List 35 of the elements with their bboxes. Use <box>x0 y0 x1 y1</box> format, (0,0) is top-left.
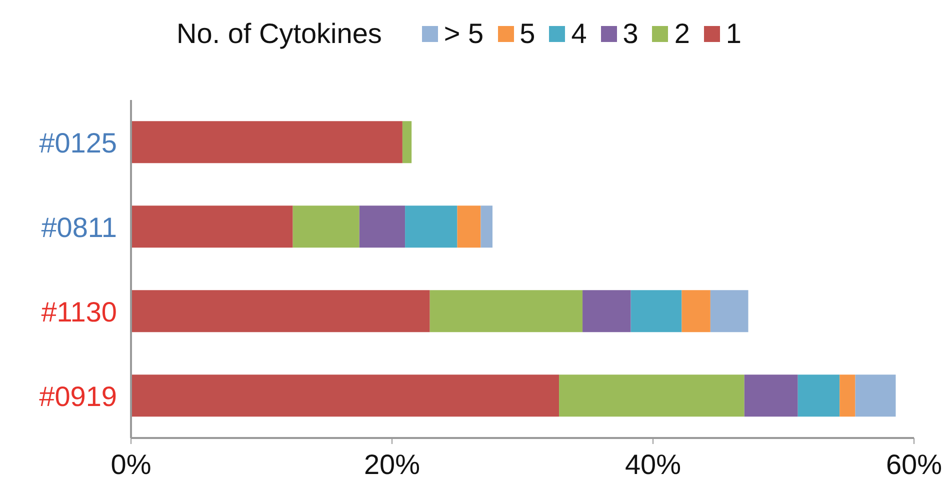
legend-label: 3 <box>622 18 638 50</box>
legend-label: > 5 <box>444 18 484 50</box>
legend-title: No. of Cytokines <box>176 18 382 50</box>
bar <box>840 374 856 417</box>
x-tick-label: 40% <box>624 448 682 480</box>
bar <box>457 206 481 248</box>
bar <box>480 206 492 248</box>
y-tick-label: #0811 <box>41 212 117 243</box>
bar <box>430 290 583 332</box>
bar <box>582 290 631 332</box>
bar <box>405 206 458 248</box>
x-tick-label: 0% <box>110 448 152 480</box>
bar <box>798 374 840 417</box>
bar <box>402 121 412 164</box>
bar <box>855 374 896 417</box>
y-tick-label: #1130 <box>41 296 117 328</box>
bar <box>131 374 560 417</box>
legend-label: 4 <box>571 18 587 50</box>
legend-label: 1 <box>726 18 742 50</box>
y-tick-label: #0125 <box>39 127 117 158</box>
bar <box>359 206 406 248</box>
bar <box>744 374 798 417</box>
legend-label: 5 <box>520 18 536 50</box>
bar <box>682 290 710 332</box>
bar <box>710 290 748 332</box>
bar <box>131 290 430 332</box>
bar <box>131 206 293 248</box>
bar <box>292 206 360 248</box>
bar <box>630 290 682 332</box>
x-tick-label: 60% <box>886 448 942 480</box>
legend-label: 2 <box>674 18 690 50</box>
x-tick-label: 20% <box>364 448 420 480</box>
y-tick-label: #0919 <box>39 380 117 412</box>
bar <box>131 121 402 164</box>
bar <box>559 374 744 417</box>
